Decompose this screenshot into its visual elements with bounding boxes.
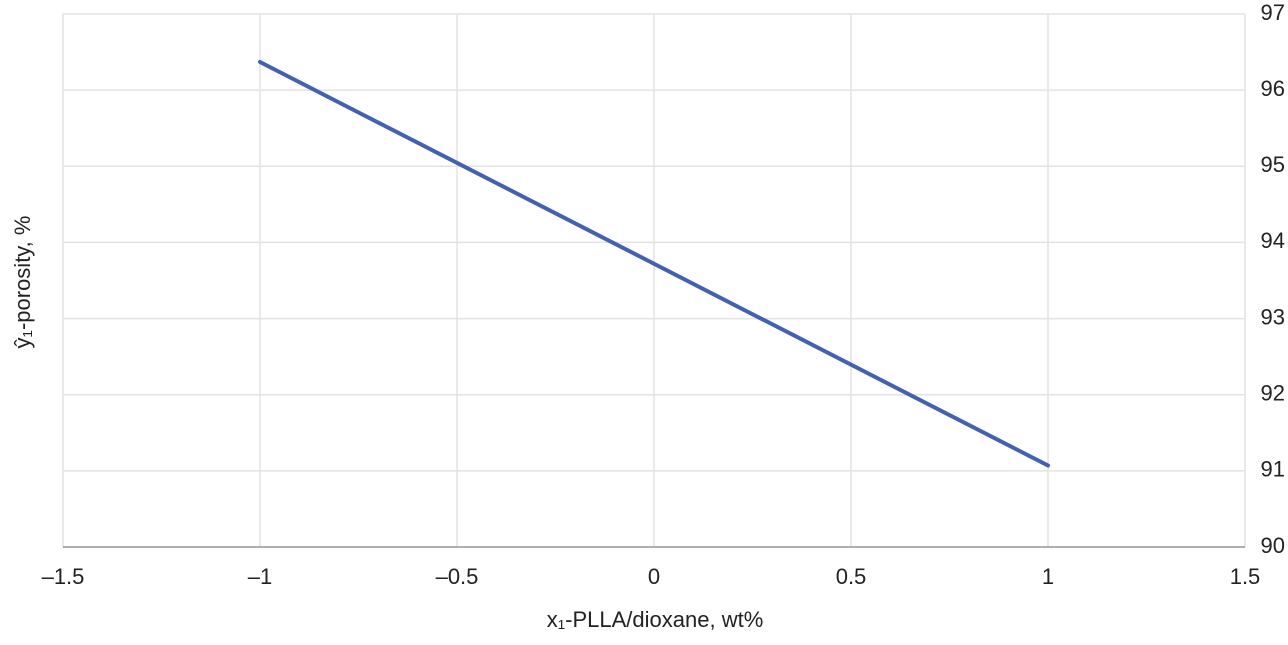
y-tick-label: 90 (1261, 533, 1285, 558)
y-tick-label: 91 (1261, 457, 1285, 482)
x-tick-label: 1.5 (1230, 564, 1261, 589)
x-tick-label: –0.5 (436, 564, 479, 589)
x-tick-label: 0 (648, 564, 660, 589)
x-tick-label: –1.5 (42, 564, 85, 589)
x-axis-title: x₁-PLLA/dioxane, wt% (547, 607, 764, 632)
x-tick-label: –1 (248, 564, 272, 589)
x-tick-label: 0.5 (836, 564, 867, 589)
y-axis-title: ŷ₁-porosity, % (10, 216, 35, 349)
y-tick-label: 97 (1261, 0, 1285, 25)
x-tick-label: 1 (1042, 564, 1054, 589)
y-tick-label: 93 (1261, 304, 1285, 329)
data-line (258, 59, 1050, 468)
y-tick-label: 94 (1261, 228, 1285, 253)
y-tick-label: 92 (1261, 381, 1285, 406)
y-tick-label: 95 (1261, 152, 1285, 177)
y-tick-label: 96 (1261, 76, 1285, 101)
